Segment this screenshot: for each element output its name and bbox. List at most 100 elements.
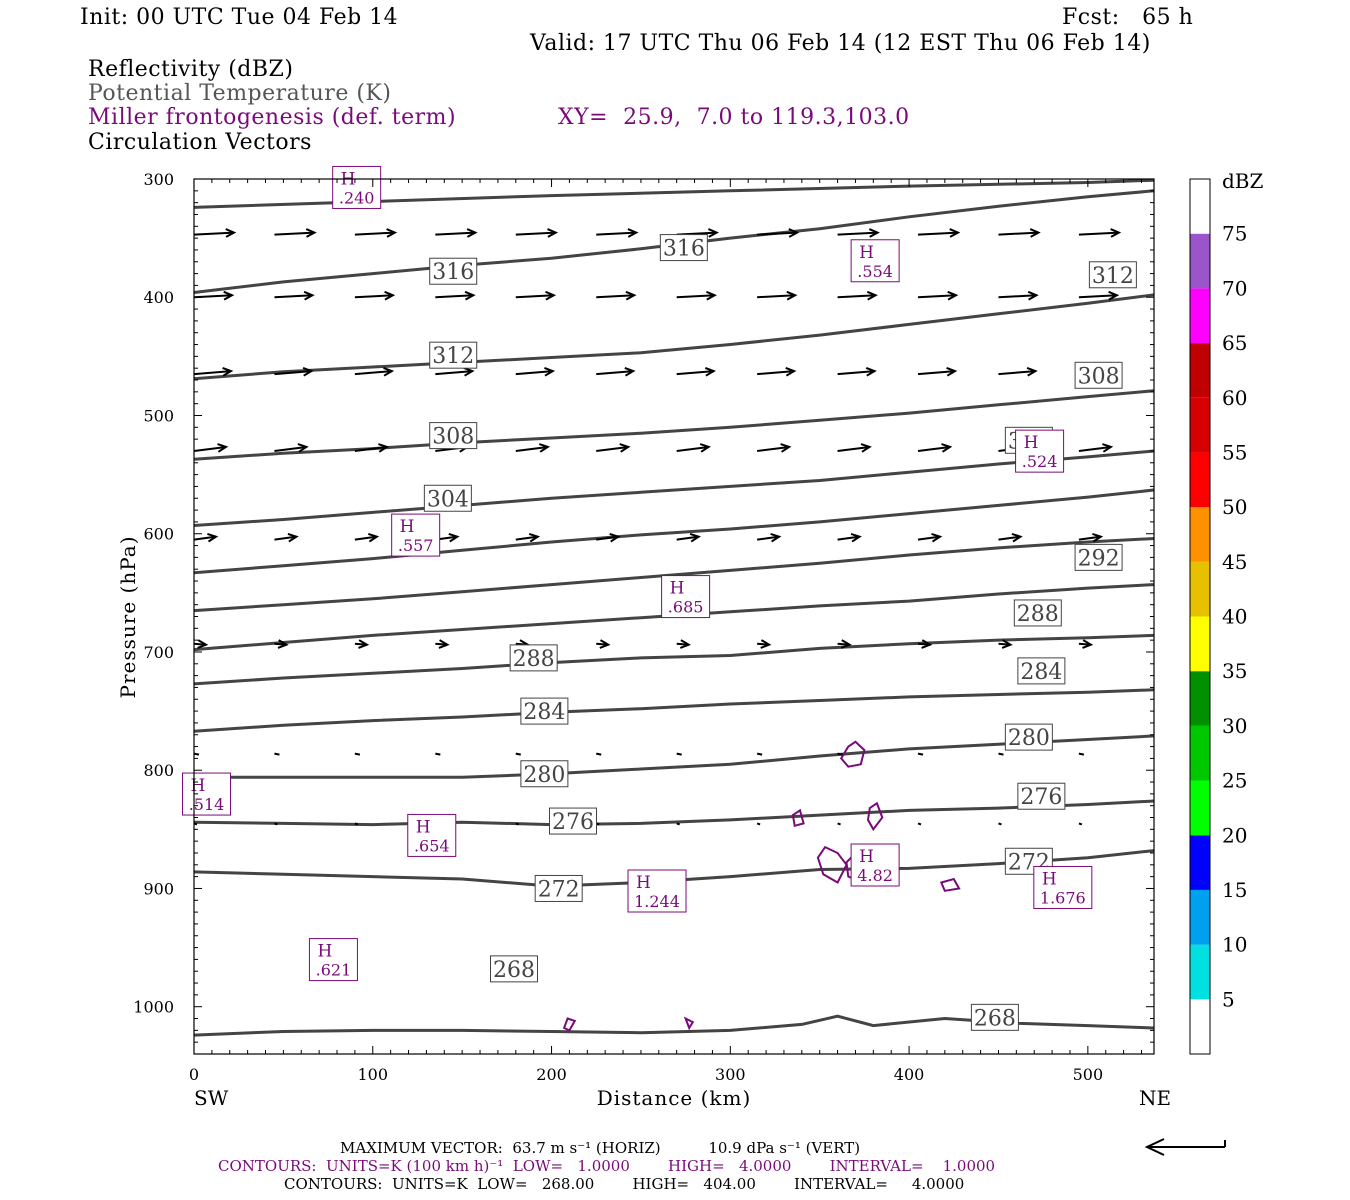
theta-contour-304 (193, 449, 1155, 527)
circulation-vector (837, 366, 877, 377)
frontogenesis-max-label: H.557 (391, 513, 441, 557)
circulation-vector (757, 639, 772, 649)
circulation-vector (193, 532, 219, 543)
circulation-vector (837, 443, 872, 453)
svg-text:288: 288 (1017, 602, 1059, 627)
circulation-vector (757, 228, 800, 238)
colorbar-segment (1190, 889, 1210, 945)
contours-theta-note: CONTOURS: UNITS=K LOW= 268.00 HIGH= 404.… (284, 1175, 965, 1193)
circulation-vector (274, 822, 278, 826)
colorbar-tick-label: 35 (1222, 659, 1247, 683)
circulation-vector (917, 290, 959, 301)
svg-text:.557: .557 (398, 536, 434, 555)
circulation-vector (756, 752, 763, 756)
circulation-vector (596, 366, 636, 377)
colorbar-tick-label: 25 (1222, 769, 1247, 793)
colorbar-tick-label: 65 (1222, 331, 1247, 355)
forecast-hour: Fcst: 65 h (1062, 5, 1194, 30)
colorbar-frame (1189, 178, 1211, 1055)
colorbar-tick-label: 45 (1222, 550, 1247, 574)
circulation-vector (837, 532, 862, 543)
frontogenesis-max-label: H.524 (1015, 429, 1065, 473)
circulation-vector (998, 228, 1041, 238)
circulation-vector (193, 752, 200, 756)
theta-contour-label: 280 (1004, 723, 1053, 751)
reference-vector (1144, 1138, 1226, 1156)
svg-text:304: 304 (427, 487, 469, 512)
circulation-vector (837, 639, 852, 649)
circulation-vector (837, 822, 841, 826)
frontogenesis-max-label: H1.244 (627, 869, 687, 913)
max-vector-note: MAXIMUM VECTOR: 63.7 m s⁻¹ (HORIZ) 10.9 … (340, 1139, 861, 1157)
circulation-vector (676, 752, 682, 756)
theta-contour-label: 268 (970, 1003, 1019, 1031)
circulation-vector (515, 532, 541, 543)
x-tick-label: 500 (1073, 1065, 1104, 1084)
circulation-vector (515, 822, 520, 826)
svg-text:1.244: 1.244 (634, 892, 680, 911)
circulation-vector (515, 752, 521, 756)
theta-contour-288 (193, 633, 1155, 686)
field-reflectivity: Reflectivity (dBZ) (88, 57, 294, 82)
frontogenesis-max-label: H1.676 (1033, 865, 1093, 909)
svg-text:268: 268 (974, 1006, 1016, 1031)
circulation-vector (435, 366, 475, 377)
frontogenesis-max-label: H.621 (308, 938, 358, 982)
y-axis-label: Pressure (hPa) (116, 536, 140, 699)
x-tick-label: 400 (894, 1065, 925, 1084)
circulation-vector (193, 366, 234, 377)
theta-contour-label: 316 (659, 234, 708, 262)
frontogenesis-max-label: H.654 (407, 813, 457, 857)
y-tick-label: 900 (143, 879, 174, 898)
theta-contour-label: 268 (490, 955, 538, 983)
colorbar-segment (1190, 288, 1210, 344)
theta-contour-label: 276 (1017, 782, 1066, 810)
circulation-vector (1078, 228, 1122, 238)
circulation-vector (757, 290, 798, 301)
theta-contour-label: 292 (1074, 543, 1123, 571)
svg-text:.685: .685 (668, 598, 704, 617)
circulation-vector (596, 228, 639, 238)
circulation-vector (757, 443, 792, 453)
circulation-vector (193, 639, 209, 649)
circulation-vector (917, 443, 953, 453)
svg-text:.554: .554 (857, 262, 893, 281)
colorbar-segment (1190, 561, 1210, 617)
circulation-vector (1078, 532, 1104, 543)
circulation-vector (596, 290, 637, 301)
frontogenesis-max-label: H.685 (661, 575, 711, 619)
colorbar-tick-label: 70 (1222, 276, 1247, 300)
frontogenesis-max-label: H.240 (332, 165, 382, 209)
svg-text:288: 288 (513, 647, 555, 672)
colorbar-tick-label: 20 (1222, 823, 1247, 847)
svg-text:1.676: 1.676 (1040, 888, 1086, 907)
svg-text:H: H (636, 873, 651, 893)
xy-range: XY= 25.9, 7.0 to 119.3,103.0 (558, 105, 910, 130)
theta-contour-label: 272 (534, 874, 583, 902)
colorbar-tick-label: 30 (1222, 714, 1247, 738)
svg-text:292: 292 (1078, 546, 1120, 571)
colorbar-tick-label: 15 (1222, 878, 1247, 902)
svg-text:4.82: 4.82 (857, 866, 893, 885)
circulation-vector (917, 822, 922, 826)
circulation-vector (354, 822, 359, 826)
colorbar-tick-label: 50 (1222, 495, 1247, 519)
colorbar-segment (1190, 233, 1210, 289)
circulation-vector (998, 639, 1013, 649)
y-tick-label: 800 (143, 761, 174, 780)
circulation-vector (676, 532, 701, 543)
colorbar-tick-label: 75 (1222, 222, 1247, 246)
colorbar-tick-label: 5 (1222, 987, 1235, 1011)
y-tick-label: 600 (143, 525, 174, 544)
svg-text:H: H (191, 776, 206, 796)
colorbar-segment (1190, 507, 1210, 562)
circulation-vector (756, 822, 761, 826)
circulation-vector (596, 532, 621, 543)
theta-contour-label: 284 (1017, 657, 1066, 685)
init-time: Init: 00 UTC Tue 04 Feb 14 (80, 5, 399, 30)
frontogenesis-contour (939, 877, 961, 892)
circulation-vector (274, 532, 299, 543)
theta-contour-label: 312 (429, 341, 478, 369)
svg-text:H: H (400, 517, 415, 537)
circulation-vector (274, 639, 289, 649)
